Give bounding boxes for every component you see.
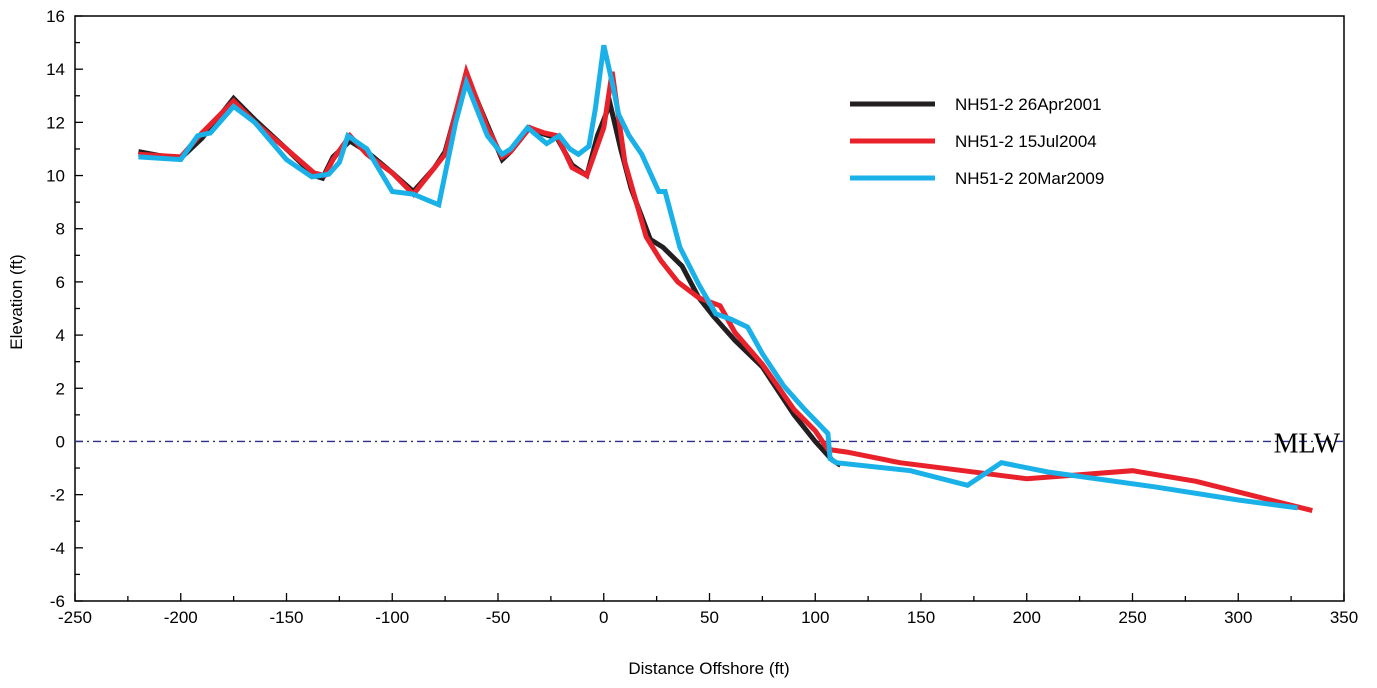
series-line-2: [138, 63, 1313, 514]
y-tick-label: 10: [46, 167, 65, 186]
y-tick-label: 14: [46, 60, 65, 79]
legend-label-3: NH51-2 20Mar2009: [955, 169, 1104, 188]
x-tick-label: 100: [801, 608, 829, 627]
y-tick-label: 2: [56, 379, 65, 398]
mlw-reference-label: MLW: [1274, 428, 1341, 459]
y-tick-label: -4: [50, 539, 65, 558]
y-tick-label: 4: [56, 326, 65, 345]
y-tick-label: 8: [56, 220, 65, 239]
x-tick-label: -150: [269, 608, 303, 627]
x-tick-label: 250: [1118, 608, 1146, 627]
y-tick-label: 6: [56, 273, 65, 292]
x-tick-label: 50: [700, 608, 719, 627]
legend-label-2: NH51-2 15Jul2004: [955, 132, 1097, 151]
x-tick-label: -250: [58, 608, 92, 627]
x-tick-label: 350: [1330, 608, 1358, 627]
x-tick-label: -100: [375, 608, 409, 627]
x-tick-label: 150: [907, 608, 935, 627]
x-tick-label: -200: [164, 608, 198, 627]
x-axis-title: Distance Offshore (ft): [628, 659, 789, 678]
x-tick-label: 0: [599, 608, 608, 627]
y-tick-label: 12: [46, 113, 65, 132]
y-tick-label: 0: [56, 432, 65, 451]
y-tick-label: -2: [50, 486, 65, 505]
legend: NH51-2 26Apr2001 NH51-2 15Jul2004 NH51-2 2…: [850, 95, 1104, 188]
series-line-3: [138, 44, 1298, 511]
x-tick-label: 200: [1013, 608, 1041, 627]
y-axis-title: Elevation (ft): [7, 254, 26, 349]
y-axis-title-text: Elevation (ft): [7, 254, 26, 349]
y-tick-label: -6: [50, 592, 65, 611]
y-tick-label: 16: [46, 7, 65, 26]
x-tick-label: -50: [486, 608, 511, 627]
legend-label-1: NH51-2 26Apr2001: [955, 95, 1101, 114]
plot-area: -250 -200 -150 -100 -50 0 50 100 150 200 250 300 350…: [46, 7, 1358, 627]
x-tick-label: 300: [1224, 608, 1252, 627]
